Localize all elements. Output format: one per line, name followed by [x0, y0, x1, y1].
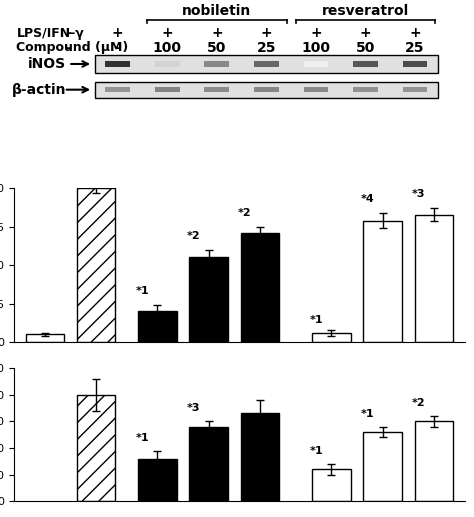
Text: β-actin: β-actin: [11, 83, 66, 97]
Text: *2: *2: [237, 208, 251, 218]
Text: +: +: [162, 26, 173, 40]
Bar: [254, 87, 279, 92]
Text: LPS/IFN-γ: LPS/IFN-γ: [17, 27, 84, 40]
Bar: [364, 221, 402, 342]
Bar: [95, 55, 438, 73]
Text: resveratrol: resveratrol: [322, 4, 409, 18]
Bar: [303, 62, 328, 67]
Text: *1: *1: [361, 409, 374, 419]
Text: Compound (μM): Compound (μM): [17, 41, 129, 54]
Bar: [95, 82, 438, 98]
Bar: [353, 62, 378, 67]
Text: 25: 25: [405, 41, 425, 55]
Bar: [204, 87, 229, 92]
Bar: [364, 432, 402, 501]
Text: *4: *4: [360, 194, 374, 204]
Bar: [138, 311, 177, 342]
Text: -: -: [115, 41, 121, 55]
Text: *3: *3: [412, 189, 425, 199]
Text: +: +: [112, 26, 124, 40]
Text: -: -: [65, 41, 71, 55]
Bar: [402, 62, 428, 67]
Bar: [105, 62, 130, 67]
Bar: [241, 414, 279, 501]
Text: *3: *3: [187, 403, 200, 414]
Bar: [77, 188, 115, 342]
Bar: [312, 333, 351, 342]
Text: *1: *1: [136, 433, 149, 443]
Text: 100: 100: [153, 41, 182, 55]
Bar: [155, 62, 180, 67]
Text: 50: 50: [356, 41, 375, 55]
Text: *2: *2: [411, 398, 425, 408]
Text: +: +: [409, 26, 421, 40]
Bar: [312, 469, 351, 501]
Text: 100: 100: [301, 41, 330, 55]
Bar: [138, 459, 177, 501]
Bar: [155, 87, 180, 92]
Bar: [415, 215, 453, 342]
Text: *2: *2: [186, 231, 200, 240]
Text: nobiletin: nobiletin: [182, 4, 252, 18]
Text: iNOS: iNOS: [28, 57, 66, 71]
Text: +: +: [211, 26, 223, 40]
Bar: [241, 233, 279, 342]
Bar: [303, 87, 328, 92]
Text: +: +: [261, 26, 272, 40]
Bar: [254, 62, 279, 67]
Text: +: +: [310, 26, 322, 40]
Text: 50: 50: [207, 41, 227, 55]
Text: *1: *1: [136, 286, 149, 296]
Bar: [415, 421, 453, 501]
Bar: [353, 87, 378, 92]
Bar: [190, 257, 228, 342]
Text: *1: *1: [310, 446, 323, 456]
Bar: [77, 394, 115, 501]
Text: 25: 25: [256, 41, 276, 55]
Bar: [26, 334, 64, 342]
Text: +: +: [360, 26, 371, 40]
Bar: [402, 87, 428, 92]
Bar: [190, 427, 228, 501]
Bar: [105, 87, 130, 92]
Text: *1: *1: [310, 315, 323, 325]
Text: -: -: [65, 26, 71, 40]
Bar: [204, 62, 229, 67]
